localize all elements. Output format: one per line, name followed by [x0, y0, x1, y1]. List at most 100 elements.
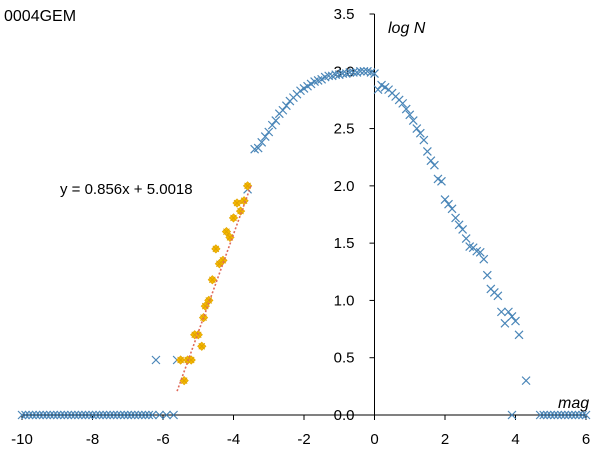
- data-point-x: [348, 68, 358, 77]
- x-axis-label: mag: [558, 395, 589, 412]
- data-point-x: [38, 410, 48, 420]
- data-point-x: [66, 410, 76, 420]
- y-axis-label: log N: [388, 20, 426, 37]
- marker-stroke: [21, 410, 30, 420]
- marker-stroke: [514, 330, 524, 340]
- data-point-x: [563, 410, 573, 420]
- marker-stroke: [95, 410, 104, 420]
- data-point-x: [542, 410, 552, 420]
- marker-stroke: [348, 68, 358, 77]
- marker-stroke: [130, 410, 140, 420]
- trendline-equation: y = 0.856x + 5.0018: [60, 181, 193, 198]
- y-tick-label: 2.5: [334, 121, 355, 138]
- marker-stroke: [355, 66, 365, 76]
- marker-stroke: [574, 410, 584, 420]
- marker-stroke: [493, 291, 503, 301]
- data-point-x: [355, 66, 365, 76]
- marker-stroke: [208, 276, 216, 284]
- marker-stroke: [461, 234, 471, 243]
- marker-stroke: [144, 410, 154, 420]
- data-point-x: [422, 147, 432, 156]
- data-point-x: [98, 410, 108, 420]
- data-point-x: [59, 410, 69, 420]
- data-point-x: [45, 410, 55, 420]
- marker-stroke: [177, 356, 184, 364]
- marker-stroke: [123, 410, 133, 420]
- data-point-x: [84, 410, 94, 420]
- marker-stroke: [454, 220, 464, 230]
- marker-stroke: [338, 69, 348, 79]
- marker-stroke: [244, 182, 251, 190]
- marker-stroke: [88, 410, 97, 420]
- marker-stroke: [205, 297, 213, 304]
- data-point-x: [267, 120, 277, 130]
- data-point-x: [482, 270, 492, 280]
- data-point-x: [447, 204, 457, 214]
- marker-stroke: [437, 176, 446, 186]
- data-point-fit: [190, 330, 200, 340]
- data-point-x: [493, 291, 503, 301]
- marker-stroke: [546, 410, 556, 420]
- marker-stroke: [264, 127, 274, 137]
- data-point-x: [370, 69, 379, 79]
- marker-stroke: [257, 137, 267, 147]
- marker-stroke: [198, 342, 206, 350]
- marker-stroke: [187, 356, 195, 364]
- x-tick-label: -8: [86, 431, 99, 448]
- marker-stroke: [370, 69, 379, 79]
- marker-stroke: [345, 68, 355, 77]
- data-point-x: [504, 307, 513, 317]
- data-point-fit: [211, 244, 221, 254]
- data-point-x: [419, 135, 429, 145]
- data-point-x: [500, 318, 510, 328]
- marker-stroke: [200, 314, 207, 321]
- marker-stroke: [507, 312, 517, 321]
- data-point-x: [549, 410, 559, 420]
- marker-stroke: [426, 156, 436, 166]
- marker-stroke: [553, 410, 563, 420]
- data-point-x: [426, 156, 436, 166]
- data-point-x: [28, 410, 37, 420]
- marker-stroke: [126, 410, 136, 420]
- marker-stroke: [137, 410, 147, 420]
- marker-stroke: [451, 213, 460, 223]
- marker-stroke: [42, 410, 52, 420]
- data-point-x: [137, 410, 147, 420]
- data-point-x: [17, 410, 27, 420]
- data-point-x: [507, 312, 517, 321]
- data-point-fit: [221, 227, 232, 237]
- data-point-x: [95, 410, 104, 420]
- data-point-x: [440, 195, 450, 205]
- data-point-x: [21, 410, 30, 420]
- data-point-x: [567, 410, 577, 420]
- marker-stroke: [496, 307, 506, 317]
- data-point-x: [130, 410, 140, 420]
- marker-stroke: [155, 410, 164, 420]
- data-point-x: [155, 410, 164, 420]
- data-point-fit: [207, 275, 217, 285]
- marker-stroke: [148, 410, 157, 420]
- marker-stroke: [133, 410, 143, 420]
- data-marks: [17, 66, 591, 420]
- marker-stroke: [549, 410, 559, 420]
- data-point-x: [405, 110, 415, 120]
- data-point-x: [169, 410, 178, 420]
- marker-stroke: [281, 101, 291, 111]
- marker-stroke: [401, 104, 411, 114]
- marker-stroke: [212, 245, 220, 253]
- trendline-group: [176, 184, 252, 392]
- data-point-x: [338, 69, 348, 79]
- marker-stroke: [331, 70, 341, 80]
- axes: [21, 13, 587, 420]
- data-point-x: [556, 410, 566, 420]
- marker-stroke: [56, 410, 66, 420]
- marker-stroke: [31, 410, 41, 420]
- data-point-x: [437, 176, 446, 186]
- y-tick-label: 1.5: [334, 235, 355, 252]
- data-point-fit: [179, 376, 189, 386]
- data-point-fit: [197, 341, 207, 351]
- data-point-x: [415, 128, 425, 138]
- y-tick-label: 0.5: [334, 350, 355, 367]
- marker-stroke: [253, 143, 263, 153]
